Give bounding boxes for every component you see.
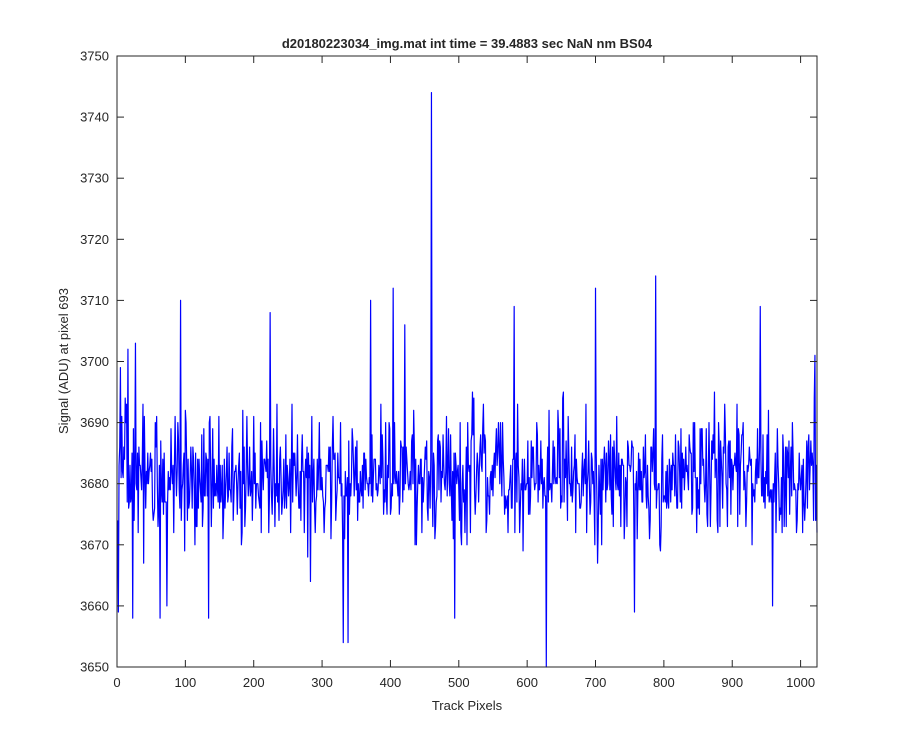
x-tick-label: 0 [113, 675, 120, 690]
y-tick-label: 3740 [80, 110, 109, 125]
y-tick-label: 3670 [80, 537, 109, 552]
x-tick-label: 100 [175, 675, 197, 690]
y-tick-label: 3690 [80, 415, 109, 430]
x-tick-label: 300 [311, 675, 333, 690]
x-tick-label: 200 [243, 675, 265, 690]
x-tick-label: 500 [448, 675, 470, 690]
signal-series-line [117, 92, 818, 668]
x-axis-label: Track Pixels [432, 698, 503, 713]
y-tick-label: 3750 [80, 49, 109, 64]
y-tick-label: 3720 [80, 232, 109, 247]
y-tick-label: 3650 [80, 660, 109, 675]
y-axis-label: Signal (ADU) at pixel 693 [56, 288, 71, 434]
x-tick-label: 1000 [786, 675, 815, 690]
x-tick-label: 900 [721, 675, 743, 690]
tick-layer: 0 100 200 300 400 500 600 700 800 900 1000 3650 3660… [80, 49, 817, 690]
x-tick-label: 700 [585, 675, 607, 690]
y-tick-label: 3710 [80, 293, 109, 308]
x-tick-label: 800 [653, 675, 675, 690]
plot-area [117, 56, 817, 667]
x-tick-label: 600 [516, 675, 538, 690]
y-tick-label: 3730 [80, 171, 109, 186]
y-tick-label: 3660 [80, 598, 109, 613]
y-tick-label: 3680 [80, 476, 109, 491]
y-tick-label: 3700 [80, 354, 109, 369]
chart-title: d20180223034_img.mat int time = 39.4883 … [282, 36, 653, 51]
x-tick-label: 400 [380, 675, 402, 690]
series-layer [117, 92, 818, 668]
